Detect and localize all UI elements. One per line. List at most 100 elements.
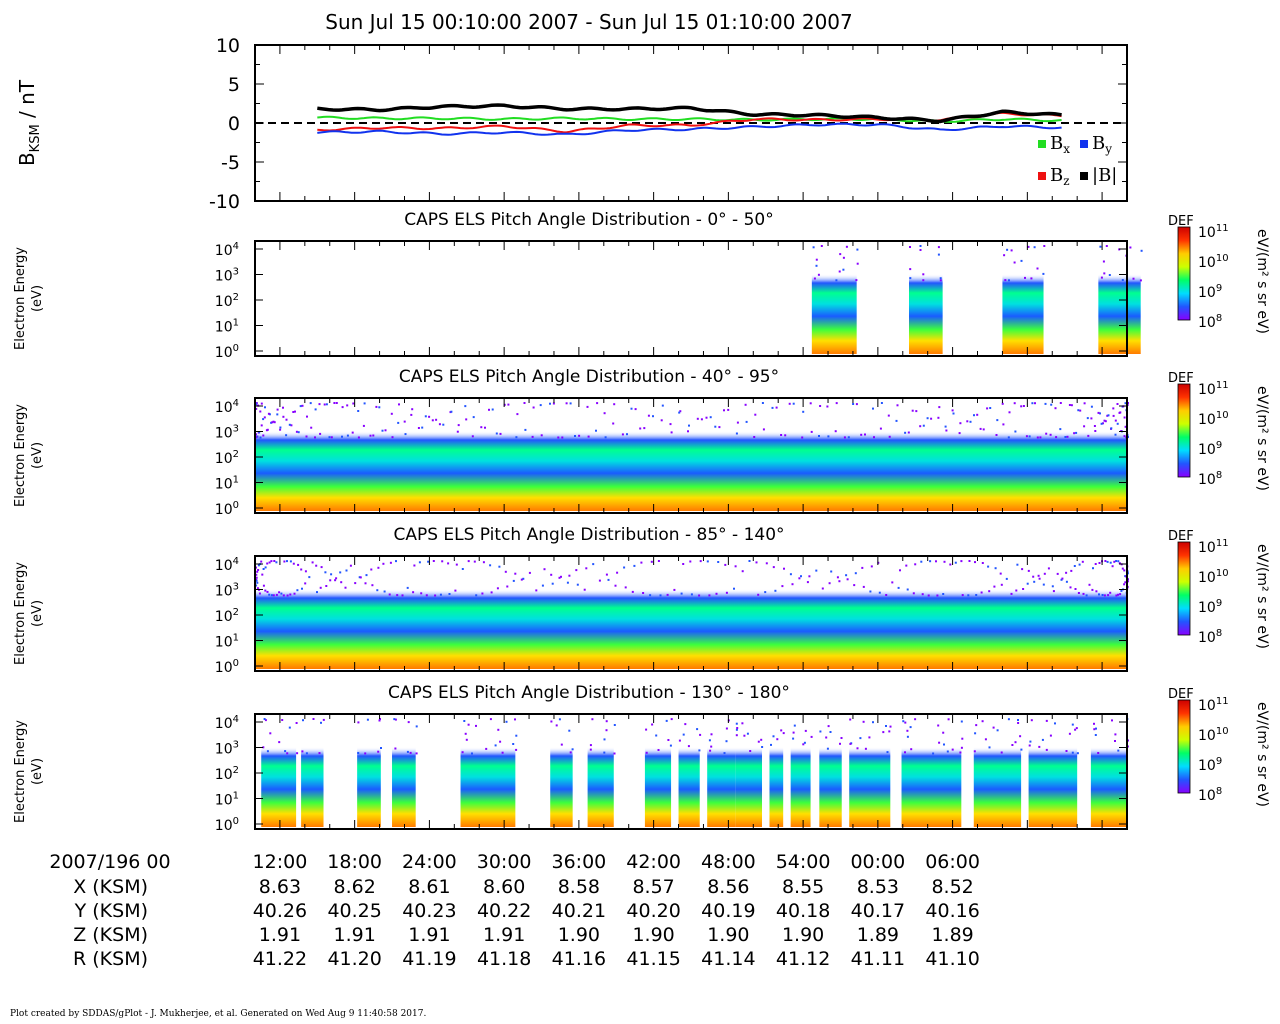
spectrogram-speckle xyxy=(514,572,517,575)
spectrogram-speckle xyxy=(357,410,360,412)
spectrogram-speckle xyxy=(297,563,300,566)
ephemeris-time-label: 2007/196 00 xyxy=(49,851,170,873)
spectrogram-speckle xyxy=(714,425,717,428)
spectrogram-speckle xyxy=(316,591,318,594)
spectrogram-speckle xyxy=(528,571,531,574)
spectrogram-speckle xyxy=(403,420,406,423)
spectrogram-speckle xyxy=(709,416,712,419)
spectrogram-speckle xyxy=(1065,580,1068,583)
ephemeris-row-label: Y (KSM) xyxy=(74,900,148,922)
spectrogram-speckle xyxy=(973,414,975,417)
spectrogram-speckle xyxy=(987,565,990,568)
colorbar-label: DEF xyxy=(1168,687,1194,702)
ephemeris-value: 8.53 xyxy=(857,876,899,898)
spectrogram-data-block xyxy=(909,243,943,354)
spectrogram-speckle xyxy=(305,752,308,755)
spectrogram-speckle xyxy=(1118,411,1121,414)
spectrogram-speckle xyxy=(724,563,727,566)
spectrogram-speckle xyxy=(657,560,660,562)
ephemeris-value: 8.61 xyxy=(408,876,450,898)
spectrogram-speckle xyxy=(840,737,843,739)
spectrogram-speckle xyxy=(757,740,760,743)
spectrogram-speckle xyxy=(684,723,687,726)
spectrogram-speckle xyxy=(1099,412,1101,415)
spectrogram-data-block xyxy=(550,716,573,827)
spectrogram-speckle xyxy=(454,589,457,592)
spectrogram-speckle xyxy=(792,731,795,734)
spectrogram-speckle xyxy=(755,561,758,564)
spectrogram-speckle xyxy=(558,576,561,579)
spectrogram-speckle xyxy=(749,750,752,752)
spectrogram-speckle xyxy=(643,427,646,430)
spectrogram-speckle xyxy=(480,426,483,429)
spectrogram-speckle xyxy=(801,436,804,439)
spectrogram-speckle xyxy=(262,418,265,421)
spectrogram-speckle xyxy=(996,419,999,422)
spectrogram-speckle xyxy=(267,412,270,415)
spectrogram-data-block xyxy=(255,558,1127,669)
spectrogram-speckle xyxy=(765,562,768,565)
spectrogram-speckle xyxy=(669,423,672,426)
spectrogram-panel-1: CAPS ELS Pitch Angle Distribution - 0° -… xyxy=(13,210,1270,361)
spectrogram-speckle xyxy=(1118,562,1121,565)
spectrogram-speckle xyxy=(1123,435,1126,438)
spectrogram-speckle xyxy=(1027,245,1030,248)
spectrogram-speckle xyxy=(735,432,738,435)
spectrogram-speckle xyxy=(1123,416,1126,419)
spectrogram-speckle xyxy=(696,728,699,731)
spectrogram-speckle xyxy=(626,433,628,436)
spectrogram-speckle xyxy=(657,749,660,751)
spectrogram-speckle xyxy=(266,750,269,753)
spectrogram-speckle xyxy=(912,592,915,595)
spectrogram-speckle xyxy=(531,435,534,438)
spectrogram-speckle xyxy=(1008,411,1011,414)
spectrogram-speckle xyxy=(825,736,828,739)
spectrogram-speckle xyxy=(922,424,925,427)
spectrogram-speckle xyxy=(989,407,992,409)
spectrogram-speckle xyxy=(1025,435,1028,438)
spectrogram-speckle xyxy=(587,435,590,438)
spectrogram-speckle xyxy=(943,743,945,746)
spectrogram-speckle xyxy=(975,594,978,596)
spectrogram-speckle xyxy=(642,592,645,594)
spectrogram-speckle xyxy=(770,743,772,746)
spectrogram-speckle xyxy=(911,409,914,412)
spectrogram-speckle xyxy=(935,560,937,563)
ephemeris-value: 1.90 xyxy=(782,924,824,946)
spectrogram-speckle xyxy=(409,751,412,754)
spectrogram-speckle xyxy=(376,589,379,592)
spectrogram-speckle xyxy=(282,415,285,418)
spectrogram-data-block xyxy=(769,716,784,827)
spectrogram-speckle xyxy=(516,413,519,416)
spectrogram-speckle xyxy=(1090,417,1093,420)
spectrogram-speckle xyxy=(1015,589,1018,592)
spectrogram-speckle xyxy=(612,422,615,425)
spectrogram-speckle xyxy=(764,591,767,594)
spectrogram-speckle xyxy=(1117,560,1120,563)
spectrogram-speckle xyxy=(680,592,683,595)
spectrogram-speckle xyxy=(255,402,258,405)
spectrogram-speckle xyxy=(951,748,954,751)
spectrogram-speckle xyxy=(744,403,747,406)
spectrogram-speckle xyxy=(1034,402,1036,405)
ephemeris-value: 1.91 xyxy=(408,924,450,946)
spectrogram-speckle xyxy=(1030,719,1033,722)
spectrogram-speckle xyxy=(708,739,711,742)
spectrogram-speckle xyxy=(775,406,778,409)
spectrogram-speckle xyxy=(784,434,787,437)
spectrogram-speckle xyxy=(269,732,272,735)
spectrogram-speckle xyxy=(354,582,357,585)
energy-tick-label: 102 xyxy=(215,449,239,467)
spectrogram-speckle xyxy=(255,576,258,579)
spectrogram-speckle xyxy=(1028,744,1031,747)
ephemeris-row-label: Z (KSM) xyxy=(73,924,148,946)
spectrogram-speckle xyxy=(1022,588,1025,590)
spectrogram-speckle xyxy=(315,564,318,567)
spectrogram-speckle xyxy=(859,737,862,740)
spectrogram-speckle xyxy=(340,581,343,584)
spectrogram-background xyxy=(255,241,1127,356)
spectrogram-speckle xyxy=(634,408,637,411)
spectrogram-speckle xyxy=(735,728,738,731)
spectrogram-speckle xyxy=(363,402,366,405)
spectrogram-speckle xyxy=(319,586,322,589)
